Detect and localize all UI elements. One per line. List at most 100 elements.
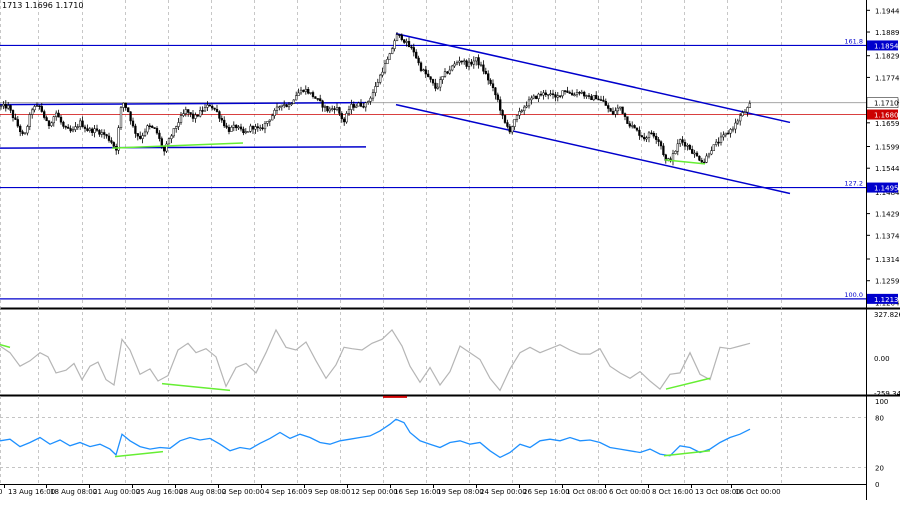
candle-body [691,149,694,154]
candle-body [544,92,547,95]
descending-channel-line [395,32,791,124]
candle-body [345,113,348,123]
candle-body [64,126,67,128]
candle-body [259,127,262,130]
price-axis[interactable]: 1.19441.18891.18291.17741.17141.16591.15… [866,7,900,489]
candle-body [251,125,255,130]
candle-body [273,110,276,116]
cci-divergence-line [0,343,11,349]
candle-body [304,89,307,92]
price-badges: 1.1854 1.1495 1.1213 1.1680 1.1710 [866,40,899,304]
candle-body [155,128,159,134]
y-tick-label: 1.1259 [875,278,900,286]
candle-body [614,110,617,115]
candle-body [74,126,77,130]
candle-body [681,139,684,143]
candle-body [59,116,63,123]
candle-body [453,63,456,67]
candle-body [21,131,24,134]
candle-body [350,104,353,110]
cci-tick-label: 0.00 [874,355,890,363]
x-tick-label: 2 Sep 00:00 [222,488,264,496]
candle-body [323,106,327,108]
candle-body [67,126,70,129]
candle-body [177,122,180,127]
candle-body [218,111,221,119]
candle-body [712,144,715,151]
price-badge [867,293,898,304]
fib-level-label: 127.2 [844,180,863,188]
candle-body [163,146,166,152]
candle-body [278,106,281,108]
y-tick-label: 1.1774 [875,74,900,82]
candle-body [271,115,274,121]
candle-body [249,125,252,132]
candle-body [203,107,207,112]
candle-body [189,112,192,115]
candle-body [724,132,727,136]
candle-body [292,99,295,104]
x-tick-label: 1 Oct 08:00 [566,488,607,496]
candle-body [386,59,389,65]
candle-body [736,120,739,124]
candle-body [50,122,53,127]
candle-body [482,64,485,72]
candle-body [182,113,185,116]
candle-body [741,112,744,116]
candle-body [518,111,521,116]
x-tick-label: 18 Aug 08:00 [50,488,97,496]
candle-body [595,95,598,100]
candle-body [9,105,12,111]
candle-body [609,108,612,112]
candle-body [400,34,403,40]
x-tick-label: 26 Sep 16:00 [523,488,570,496]
candle-body [395,34,399,42]
candle-body [743,111,747,114]
candlesticks [0,32,751,166]
candle-body [729,129,732,134]
candle-body [655,135,658,140]
rsi-tick-label: 20 [875,464,884,472]
candle-body [100,132,103,135]
candle-body [297,92,300,96]
candle-body [98,130,101,135]
candle-body [268,119,271,122]
candle-body [23,132,27,135]
candle-body [623,113,627,117]
candle-body [275,106,279,111]
x-tick-label: 25 Aug 16:00 [136,488,183,496]
candle-body [194,114,197,119]
price-badge [867,109,898,120]
candle-body [129,111,132,122]
candle-body [479,64,483,67]
divergence-line [664,159,706,165]
candle-body [206,104,209,108]
candle-body [556,95,559,98]
candle-body [592,95,595,101]
candle-body [201,110,204,112]
candle-body [227,127,231,132]
x-tick-label: 28 Aug 08:00 [179,488,226,496]
candle-body [117,127,120,151]
candle-body [367,101,370,104]
candle-body [359,102,363,107]
candle-body [81,120,84,128]
candle-body [26,126,29,134]
candle-body [659,141,663,147]
candle-body [165,143,168,152]
x-tick-label: 13 Oct 08:00 [695,488,741,496]
candle-body [62,121,65,127]
candle-body [357,102,360,107]
candle-body [455,62,459,65]
y-tick-label: 1.1544 [875,165,900,173]
candle-body [33,106,36,111]
candle-body [621,106,624,114]
grid [0,0,866,484]
candle-body [707,153,711,157]
candle-body [335,107,339,110]
ohlc-readout: 1713 1.1696 1.1710 [2,1,84,10]
candle-body [585,95,588,97]
